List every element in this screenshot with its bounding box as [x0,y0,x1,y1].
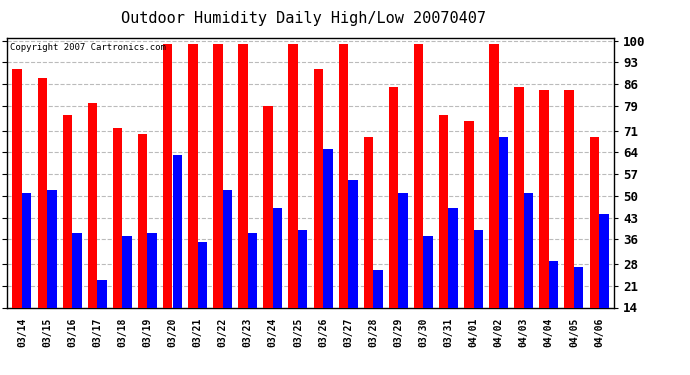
Bar [524,193,533,308]
Bar [148,233,157,308]
Bar [213,44,223,308]
Bar [37,78,47,308]
Bar [489,44,499,308]
Bar [122,236,132,308]
Bar [72,233,81,308]
Bar [373,270,383,308]
Bar [364,137,373,308]
Bar [112,128,122,308]
Text: Outdoor Humidity Daily High/Low 20070407: Outdoor Humidity Daily High/Low 20070407 [121,11,486,26]
Bar [439,115,449,308]
Bar [248,233,257,308]
Bar [238,44,248,308]
Bar [288,44,298,308]
Bar [88,103,97,308]
Bar [22,193,32,308]
Bar [273,208,282,308]
Bar [448,208,458,308]
Bar [223,190,233,308]
Bar [414,44,424,308]
Bar [97,280,107,308]
Bar [197,242,207,308]
Bar [514,87,524,308]
Bar [138,134,148,308]
Bar [47,190,57,308]
Bar [589,137,599,308]
Bar [549,261,558,308]
Bar [599,214,609,308]
Bar [540,90,549,308]
Bar [464,121,473,308]
Text: Copyright 2007 Cartronics.com: Copyright 2007 Cartronics.com [10,43,166,52]
Bar [188,44,197,308]
Bar [63,115,72,308]
Bar [298,230,308,308]
Bar [264,106,273,308]
Bar [348,180,357,308]
Bar [574,267,584,308]
Bar [313,69,323,308]
Bar [12,69,22,308]
Bar [424,236,433,308]
Bar [163,44,172,308]
Bar [398,193,408,308]
Bar [339,44,348,308]
Bar [473,230,483,308]
Bar [564,90,574,308]
Bar [499,137,509,308]
Bar [323,149,333,308]
Bar [172,155,182,308]
Bar [388,87,398,308]
